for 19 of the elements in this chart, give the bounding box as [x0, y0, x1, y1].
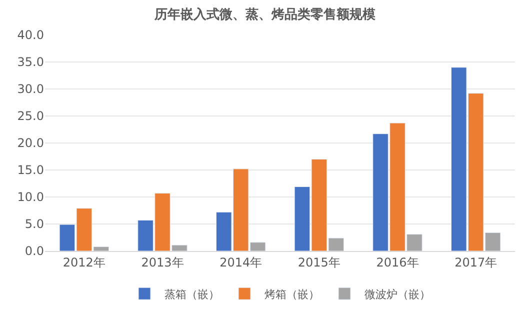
legend-label: 烤箱（嵌）: [264, 288, 320, 301]
y-tick-label: 5.0: [24, 217, 44, 232]
x-tick-label: 2016年: [376, 255, 419, 270]
y-tick-label: 0.0: [24, 244, 44, 258]
x-tick-label: 2013年: [141, 255, 184, 270]
legend-label: 微波炉（嵌）: [364, 288, 430, 301]
x-tick-label: 2012年: [62, 255, 106, 270]
chart-title: 历年嵌入式微、蒸、烤品类零售额规模: [154, 6, 376, 23]
legend-label: 蒸箱（嵌）: [164, 288, 220, 301]
x-tick-label: 2017年: [454, 255, 498, 270]
y-tick-label: 15.0: [17, 163, 44, 178]
y-tick-label: 30.0: [17, 82, 44, 96]
y-tick-label: 20.0: [17, 136, 44, 150]
y-tick-label: 25.0: [17, 109, 44, 124]
y-tick-label: 35.0: [17, 55, 44, 70]
x-tick-label: 2015年: [298, 255, 340, 270]
x-tick-label: 2014年: [220, 255, 262, 270]
y-tick-label: 10.0: [17, 190, 44, 204]
y-tick-label: 40.0: [17, 28, 44, 42]
